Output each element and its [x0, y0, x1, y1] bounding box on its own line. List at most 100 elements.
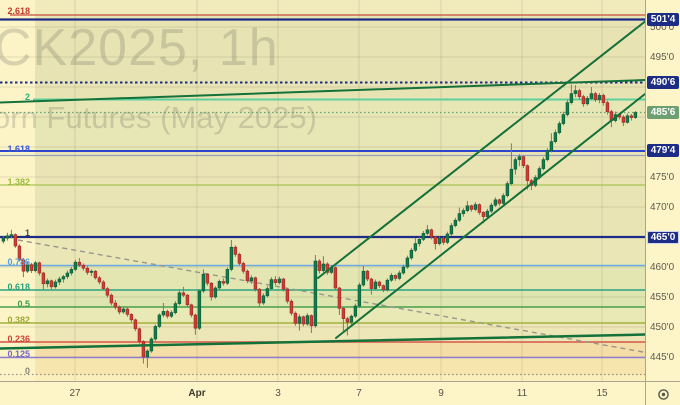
candle-up	[145, 350, 150, 358]
candle-up	[1, 237, 6, 242]
candle-up	[249, 277, 254, 282]
candle-down	[129, 314, 134, 321]
candle-down	[333, 267, 338, 289]
candle-down	[441, 237, 446, 243]
candle-up	[197, 290, 202, 329]
candle-down	[469, 205, 474, 210]
candle-down	[345, 318, 350, 323]
candle-down	[113, 302, 118, 308]
price-tick: 500'0	[650, 21, 675, 33]
candle-up	[489, 204, 494, 212]
candle-down	[133, 319, 138, 330]
candle-down	[393, 275, 398, 279]
candle-up	[401, 266, 406, 274]
time-axis[interactable]: 27 Apr 3 7 9 11 15	[0, 381, 645, 405]
candlestick-plot	[0, 0, 645, 381]
candle-down	[241, 263, 246, 272]
time-label-11: 11	[516, 388, 528, 399]
price-tick: 505'0	[650, 0, 674, 3]
candle-up	[277, 278, 282, 283]
candle-up	[409, 249, 414, 259]
candle-up	[561, 114, 566, 124]
candle-up	[457, 213, 462, 221]
candle-down	[593, 93, 598, 100]
candle-down	[109, 294, 114, 304]
fib-band	[35, 15, 645, 99]
price-axis[interactable]: 505'0 500'0 495'0 475'0 470'0 460'0 455'0 450'0…	[645, 0, 680, 381]
candle-down	[317, 260, 322, 271]
candle-up	[57, 278, 62, 283]
candle-down	[429, 229, 434, 238]
price-tick: 470'0	[650, 201, 675, 213]
price-level-badge: 465'0	[647, 230, 679, 244]
candle-down	[165, 311, 170, 317]
candle-down	[37, 262, 42, 274]
candle-down	[377, 281, 382, 286]
candle-down	[601, 95, 606, 103]
candle-up	[305, 315, 310, 325]
candle-up	[269, 279, 274, 289]
candle-down	[365, 270, 370, 280]
candle-up	[121, 308, 126, 313]
candle-up	[541, 159, 546, 169]
candle-up	[153, 326, 158, 340]
fib-band	[35, 375, 645, 381]
candle-up	[553, 132, 558, 142]
time-label-Apr: Apr	[188, 388, 206, 399]
candle-down	[237, 254, 242, 264]
candle-down	[309, 315, 314, 327]
candle-up	[217, 281, 222, 289]
candle-down	[189, 304, 194, 316]
time-label-7: 7	[356, 388, 362, 399]
last-price-badge: 485'6	[647, 106, 679, 119]
candle-down	[125, 308, 130, 315]
chart-canvas[interactable]: CK2025, 1h orn Futures (May 2025)	[0, 0, 645, 381]
price-tick: 445'0	[650, 351, 675, 363]
candle-up	[61, 276, 66, 280]
price-level-badge: 490'6	[647, 76, 679, 89]
trendline-long-support	[0, 333, 645, 350]
fib-band	[35, 0, 645, 15]
candle-up	[425, 229, 430, 234]
candle-up	[261, 295, 266, 304]
trendline-descending-dashed	[17, 239, 644, 353]
candle-down	[233, 246, 238, 255]
candle-up	[69, 269, 74, 274]
candle-down	[13, 234, 18, 247]
candle-down	[185, 294, 190, 306]
candle-up	[373, 281, 378, 289]
candle-up	[517, 156, 522, 160]
candle-up	[213, 287, 218, 298]
candle-down	[325, 263, 330, 273]
candle-up	[549, 141, 554, 151]
candle-down	[49, 280, 54, 288]
candle-up	[229, 246, 234, 270]
candle-down	[77, 261, 82, 266]
candle-up	[545, 150, 550, 160]
candle-up	[45, 280, 50, 285]
fib-band	[35, 357, 645, 375]
fib-band	[35, 99, 645, 152]
candle-up	[445, 233, 450, 243]
candle-down	[97, 277, 102, 283]
candle-up	[485, 210, 490, 217]
candle-up	[89, 270, 94, 273]
time-label-9: 9	[438, 388, 444, 399]
candle-down	[497, 199, 502, 204]
candle-down	[257, 288, 262, 304]
candle-up	[65, 272, 70, 277]
candle-up	[73, 261, 78, 270]
candle-down	[481, 212, 486, 217]
candle-down	[205, 273, 210, 284]
axis-corner	[645, 381, 680, 405]
candle-up	[265, 288, 270, 297]
axis-settings-icon[interactable]	[657, 388, 670, 401]
candle-down	[525, 165, 530, 181]
candle-down	[193, 314, 198, 329]
candle-up	[157, 314, 162, 327]
candle-up	[169, 312, 174, 317]
candle-up	[53, 281, 58, 288]
candle-down	[521, 156, 526, 166]
candle-up	[297, 316, 302, 324]
time-label-27: 27	[69, 388, 81, 399]
